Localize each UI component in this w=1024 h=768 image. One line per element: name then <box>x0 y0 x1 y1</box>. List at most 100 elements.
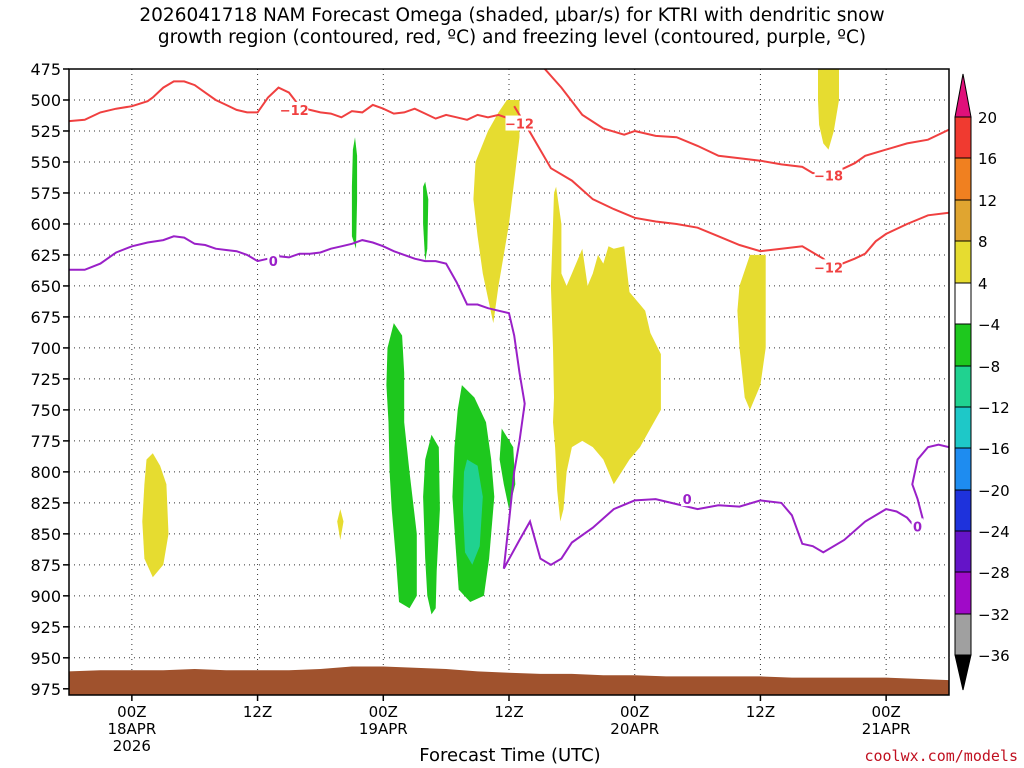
chart-title-line1: 2026041718 NAM Forecast Omega (shaded, μ… <box>139 5 885 26</box>
terrain <box>69 666 949 695</box>
colorbar-label: 8 <box>978 233 988 251</box>
colorbar-label: −4 <box>978 316 1000 334</box>
x-tick-label: 21APR <box>862 720 911 738</box>
colorbar-swatch <box>954 282 972 325</box>
x-axis-label: Forecast Time (UTC) <box>419 745 601 766</box>
y-axis: 475 500 525 550 575 600 625 650 675 700 725 750 775 8… <box>30 60 69 699</box>
contour-label: 0 <box>683 493 692 508</box>
omega-region <box>473 100 520 324</box>
colorbar-swatch <box>954 323 972 367</box>
x-tick-label: 2026 <box>113 737 151 755</box>
y-tick-label: 500 <box>30 91 61 110</box>
y-tick-label: 900 <box>30 587 61 606</box>
omega-region <box>351 137 358 249</box>
y-tick-label: 800 <box>30 463 61 482</box>
freezing-line <box>69 235 949 570</box>
omega-region <box>423 434 440 615</box>
dendritic-contours <box>69 69 949 266</box>
x-tick-label: 19APR <box>359 720 408 738</box>
x-tick-label: 00Z <box>369 703 398 721</box>
terrain-fill <box>69 666 949 695</box>
omega-shading <box>142 69 839 615</box>
y-tick-label: 850 <box>30 525 61 544</box>
omega-region <box>499 428 516 510</box>
colorbar-label: 16 <box>978 150 997 168</box>
contour-labels: −12 −12 −18 −12 0 0 0 <box>267 101 924 535</box>
x-tick-label: 00Z <box>620 703 649 721</box>
contour-label-bg <box>267 253 280 269</box>
colorbar-label: −12 <box>978 399 1010 417</box>
x-tick-label: 12Z <box>494 703 523 721</box>
y-tick-label: 825 <box>30 494 61 513</box>
contour-label-bg <box>814 167 843 183</box>
y-tick-label: 975 <box>30 680 61 699</box>
colorbar-label: −16 <box>978 440 1010 458</box>
x-tick-label: 12Z <box>243 703 272 721</box>
colorbar-cap-bottom <box>954 654 972 691</box>
contour-label-bg <box>911 518 924 534</box>
y-tick-label: 725 <box>30 370 61 389</box>
omega-region <box>423 181 429 262</box>
colorbar-swatch <box>954 530 972 573</box>
dendritic-line <box>513 105 830 265</box>
colorbar-label: −24 <box>978 523 1010 541</box>
x-tick-label: 00Z <box>871 703 900 721</box>
contour-label-bg <box>814 259 843 275</box>
y-tick-label: 475 <box>30 60 61 79</box>
colorbar-label: −20 <box>978 482 1010 500</box>
omega-region <box>737 254 766 410</box>
contour-label-bg <box>681 491 694 507</box>
colorbar-swatch <box>954 447 972 491</box>
colorbar-cap-top <box>954 73 972 118</box>
contour-label: −18 <box>814 170 843 185</box>
y-tick-label: 625 <box>30 246 61 265</box>
freezing-contours <box>69 235 949 570</box>
contour-label: −12 <box>814 261 843 276</box>
y-tick-label: 650 <box>30 277 61 296</box>
colorbar-label: 4 <box>978 275 988 293</box>
x-tick-label: 18APR <box>107 720 156 738</box>
y-tick-label: 925 <box>30 618 61 637</box>
colorbar-swatch <box>954 240 972 284</box>
y-tick-label: 675 <box>30 308 61 327</box>
y-tick-label: 950 <box>30 649 61 668</box>
y-tick-label: 550 <box>30 153 61 172</box>
x-tick-label: 12Z <box>746 703 775 721</box>
omega-region <box>386 323 417 609</box>
omega-region <box>337 509 344 540</box>
colorbar-swatch <box>954 365 972 408</box>
colorbar-label: −8 <box>978 358 1000 376</box>
x-tick-label: 20APR <box>610 720 659 738</box>
colorbar-swatch <box>954 489 972 532</box>
contour-label: −12 <box>280 104 309 119</box>
y-tick-label: 700 <box>30 339 61 358</box>
y-tick-label: 775 <box>30 432 61 451</box>
colorbar-swatch <box>954 116 972 159</box>
y-tick-label: 750 <box>30 401 61 420</box>
contour-label-bg <box>505 115 534 131</box>
chart-title-line2: growth region (contoured, red, ºC) and f… <box>157 27 867 48</box>
colorbar-label: −32 <box>978 606 1010 624</box>
dendritic-line <box>838 211 949 266</box>
colorbar: 20 16 12 8 4 −4 −8 −12 −16 −20 −24 −28 −32 −36 <box>954 73 1010 691</box>
omega-region <box>818 69 839 150</box>
colorbar-label: −28 <box>978 564 1010 582</box>
omega-region <box>142 453 169 578</box>
colorbar-swatch <box>954 571 972 615</box>
contour-label-bg <box>280 101 309 117</box>
x-tick-label: 00Z <box>117 703 146 721</box>
contour-label: 0 <box>269 255 278 270</box>
omega-region <box>462 459 483 565</box>
contour-label: −12 <box>505 118 534 133</box>
y-tick-label: 525 <box>30 122 61 141</box>
dendritic-line <box>543 69 949 175</box>
colorbar-swatch <box>954 199 972 242</box>
y-tick-label: 600 <box>30 215 61 234</box>
y-tick-label: 875 <box>30 556 61 575</box>
y-tick-label: 575 <box>30 184 61 203</box>
colorbar-label: 20 <box>978 109 997 127</box>
credit-text: coolwx.com/models <box>864 747 1018 765</box>
colorbar-label: 12 <box>978 192 997 210</box>
